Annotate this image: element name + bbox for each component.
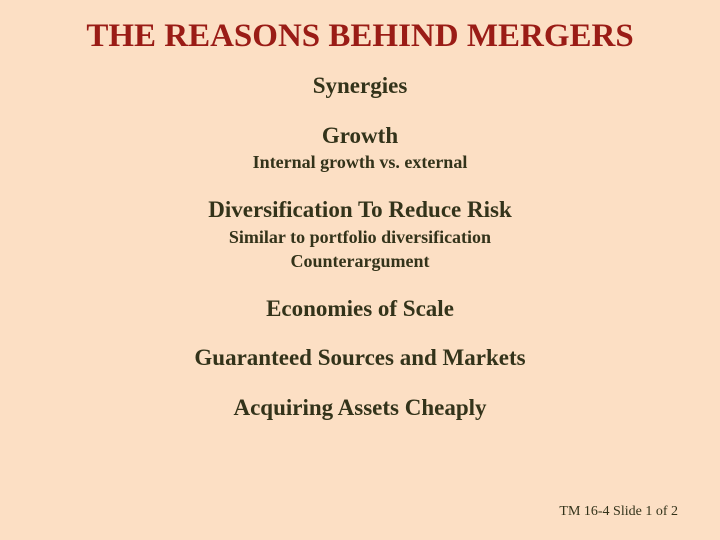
section-heading: Synergies (30, 72, 690, 100)
section-sub: Internal growth vs. external (30, 151, 690, 174)
section-heading: Growth (30, 122, 690, 150)
section-heading: Diversification To Reduce Risk (30, 196, 690, 224)
section-sub: Similar to portfolio diversification (30, 226, 690, 249)
slide-footer: TM 16-4 Slide 1 of 2 (559, 504, 678, 520)
section-heading: Guaranteed Sources and Markets (30, 344, 690, 372)
section-sub: Counterargument (30, 250, 690, 273)
section-heading: Economies of Scale (30, 295, 690, 323)
slide: THE REASONS BEHIND MERGERS Synergies Gro… (0, 0, 720, 540)
slide-title: THE REASONS BEHIND MERGERS (30, 18, 690, 54)
section-heading: Acquiring Assets Cheaply (30, 394, 690, 422)
